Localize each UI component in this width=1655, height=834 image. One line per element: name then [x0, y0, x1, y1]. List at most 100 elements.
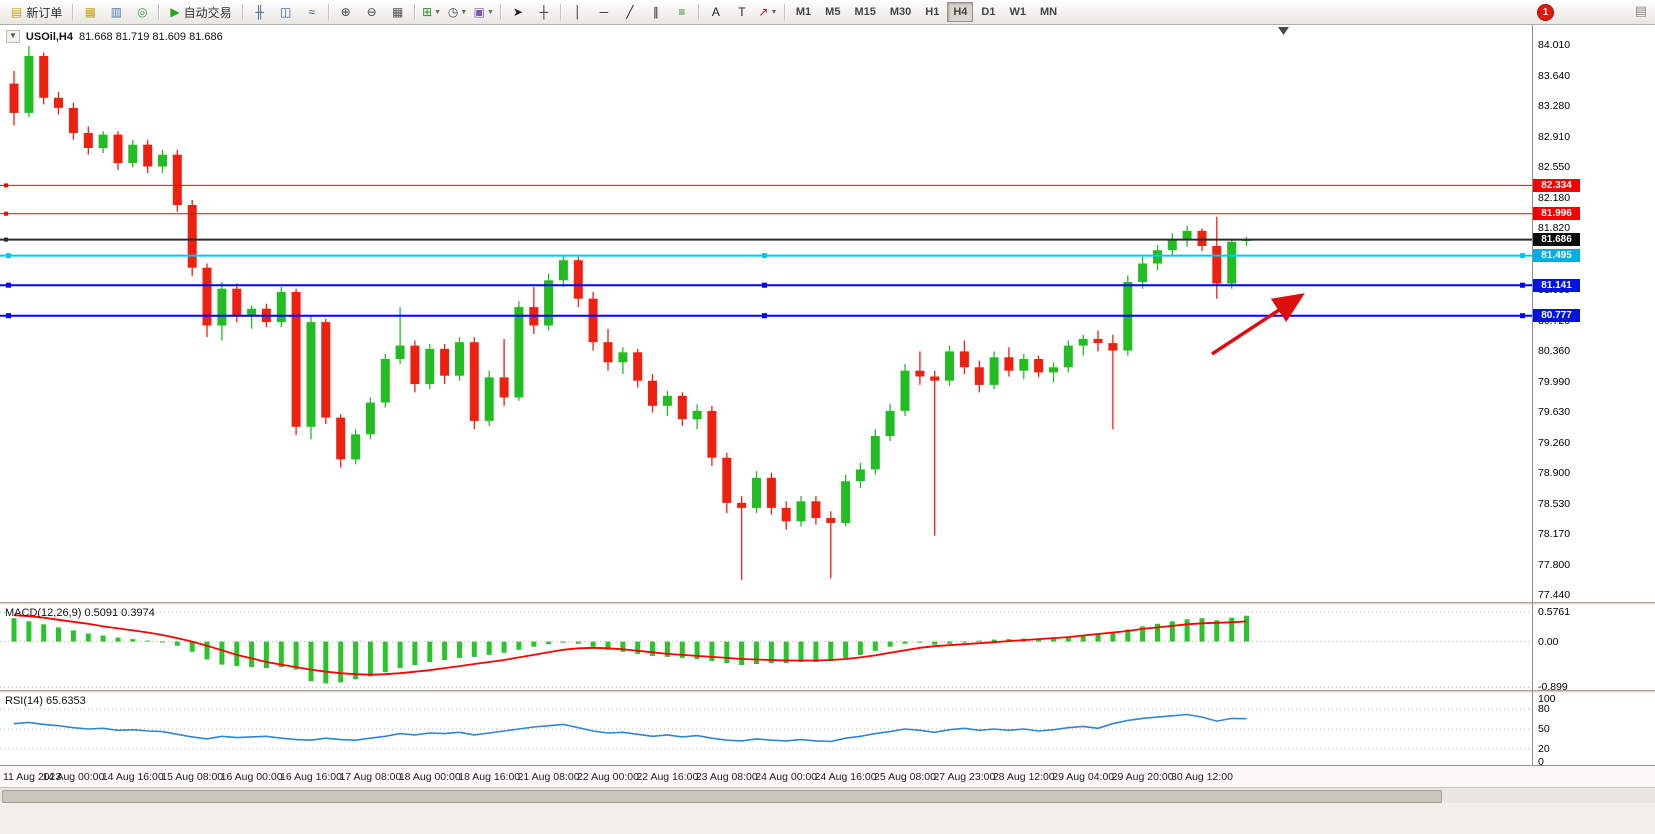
text-label-icon: T: [738, 5, 746, 19]
price-tick: 82.550: [1538, 161, 1571, 174]
toolbar-separator: [327, 4, 330, 20]
chevron-down-icon[interactable]: ▼: [486, 8, 494, 16]
crosshair-icon[interactable]: ┼: [531, 1, 557, 23]
price-tick: 82.180: [1538, 192, 1571, 205]
fibonacci-icon: ≡: [678, 5, 686, 19]
rsi-axis-tick: 80: [1538, 703, 1550, 716]
price-badge: 80.777: [1533, 309, 1580, 323]
time-axis[interactable]: 11 Aug 2023 14 Aug 00:00 14 Aug 16:00 15 Au…: [0, 765, 1655, 787]
time-tick: 14 Aug 00:00: [42, 771, 105, 783]
bar-chart-icon[interactable]: ╫: [247, 1, 273, 23]
timeframe-m15[interactable]: M15: [854, 6, 876, 18]
horizontal-scrollbar[interactable]: [0, 787, 1655, 803]
macd-signal-line: [13, 614, 1247, 676]
arrow-objects-icon[interactable]: ↗ ▼: [755, 1, 781, 23]
time-tick: 27 Aug 23:00: [933, 771, 996, 783]
trend-arrow-annotation[interactable]: [1211, 293, 1305, 356]
trendline-icon[interactable]: ╱: [617, 1, 643, 23]
panel-splitter[interactable]: [0, 690, 1655, 693]
cursor-icon: ➤: [512, 5, 523, 19]
chevron-down-icon[interactable]: ▼: [460, 8, 468, 16]
vertical-line-icon[interactable]: │: [565, 1, 591, 23]
price-tick: 81.450: [1538, 253, 1571, 266]
price-tick: 78.170: [1538, 527, 1571, 540]
price-badge: 81.996: [1533, 207, 1580, 221]
channel-icon: ∥: [652, 5, 659, 19]
price-tick: 78.530: [1538, 497, 1571, 510]
tray-icon[interactable]: ▤: [1634, 3, 1647, 18]
timeframe-mn[interactable]: MN: [1039, 6, 1058, 18]
horizontal-line-icon: ─: [599, 5, 609, 19]
cursor-icon[interactable]: ➤: [505, 1, 531, 23]
time-tick: 18 Aug 00:00: [398, 771, 461, 783]
price-tick: 79.630: [1538, 405, 1571, 418]
rsi-axis-tick: 50: [1538, 723, 1550, 735]
data-window-icon[interactable]: ▥: [103, 1, 129, 23]
text-icon[interactable]: A: [703, 1, 729, 23]
autotrade-button[interactable]: ▶ 自动交易: [163, 1, 238, 23]
rsi-canvas[interactable]: [0, 693, 1532, 765]
scrollbar-thumb[interactable]: [2, 790, 1442, 803]
toolbar-group: │ ─ ╱ ∥ ≡: [565, 1, 695, 23]
toolbar-group: ╫ ◫ ≈: [247, 1, 325, 23]
tile-windows-icon: ▦: [391, 5, 404, 19]
price-tick: 83.280: [1538, 100, 1571, 113]
zoom-in-icon[interactable]: ⊕: [333, 1, 359, 23]
time-tick: 28 Aug 12:00: [992, 771, 1055, 783]
panel-splitter[interactable]: [0, 602, 1655, 605]
price-badge: 81.141: [1533, 278, 1580, 292]
market-watch-icon: ▦: [84, 5, 97, 19]
timeframe-h4[interactable]: H4: [947, 2, 974, 22]
price-tick: 81.090: [1538, 283, 1571, 296]
text-label-icon[interactable]: T: [729, 1, 755, 23]
macd-axis-tick: 0.00: [1538, 635, 1559, 648]
market-watch-icon[interactable]: ▦: [77, 1, 103, 23]
toolbar-group: ▦ ▥ ◎: [77, 1, 155, 23]
vertical-line-icon: │: [574, 5, 582, 19]
time-tick: 25 Aug 08:00: [874, 771, 936, 783]
timeframe-m5[interactable]: M5: [825, 6, 841, 18]
zoom-out-icon[interactable]: ⊖: [359, 1, 385, 23]
toolbar-group: ⊕ ⊖ ▦: [333, 1, 411, 23]
horizontal-line-icon[interactable]: ─: [591, 1, 617, 23]
time-tick: 29 Aug 20:00: [1111, 771, 1174, 783]
time-tick: 29 Aug 04:00: [1052, 771, 1115, 783]
timeframe-m30[interactable]: M30: [889, 6, 912, 18]
new-order-icon: ▤: [11, 5, 23, 19]
horizontal-lines[interactable]: [0, 183, 1532, 319]
collapse-icon[interactable]: ▼: [6, 30, 20, 43]
new-chart-icon: ⊞: [422, 5, 433, 19]
period-icon[interactable]: ◷ ▼: [445, 1, 471, 23]
channel-icon[interactable]: ∥: [643, 1, 669, 23]
notification-badge[interactable]: 1: [1537, 4, 1554, 21]
price-tick: 77.440: [1538, 589, 1571, 601]
new-order-button[interactable]: ▤ 新订单: [4, 1, 69, 23]
text-icon: A: [711, 5, 720, 19]
timeframe-m1[interactable]: M1: [795, 6, 812, 18]
tile-windows-icon[interactable]: ▦: [385, 1, 411, 23]
macd-canvas[interactable]: [0, 605, 1532, 690]
candlestick-chart-icon[interactable]: ◫: [273, 1, 299, 23]
fibonacci-icon[interactable]: ≡: [669, 1, 695, 23]
chevron-down-icon[interactable]: ▼: [770, 8, 778, 16]
main-chart-canvas[interactable]: [0, 25, 1532, 602]
toolbar-separator: [241, 4, 244, 20]
zoom-out-icon: ⊖: [366, 5, 377, 19]
toolbar-separator: [559, 4, 562, 20]
new-chart-icon[interactable]: ⊞ ▼: [419, 1, 445, 23]
navigator-icon[interactable]: ◎: [129, 1, 155, 23]
timeframe-w1[interactable]: W1: [1009, 6, 1026, 18]
chevron-down-icon[interactable]: ▼: [434, 8, 442, 16]
timeframe-d1[interactable]: D1: [981, 6, 996, 18]
chart-shift-marker[interactable]: [1278, 27, 1289, 35]
chart-window[interactable]: ▼ USOil,H4 81.668 81.719 81.609 81.686 M…: [0, 25, 1655, 834]
toolbar-separator: [72, 4, 75, 20]
toolbar-group: ▶ 自动交易: [163, 1, 238, 23]
toolbar: ▤ 新订单 ▦ ▥ ◎ ▶ 自动交易 ╫ ◫ ≈ ⊕ ⊖ ▦ ⊞ ▼ ◷ ▼ ▣ ▼ ➤ ┼ │ ─ ╱ ∥ ≡ A T ↗ ▼ M1 M5 M…: [0, 0, 1655, 25]
time-tick: 30 Aug 12:00: [1171, 771, 1233, 783]
navigator-icon: ◎: [137, 5, 148, 19]
line-chart-icon[interactable]: ≈: [299, 1, 325, 23]
time-tick: 18 Aug 16:00: [458, 771, 521, 783]
timeframe-h1[interactable]: H1: [925, 6, 940, 18]
template-icon[interactable]: ▣ ▼: [471, 1, 497, 23]
